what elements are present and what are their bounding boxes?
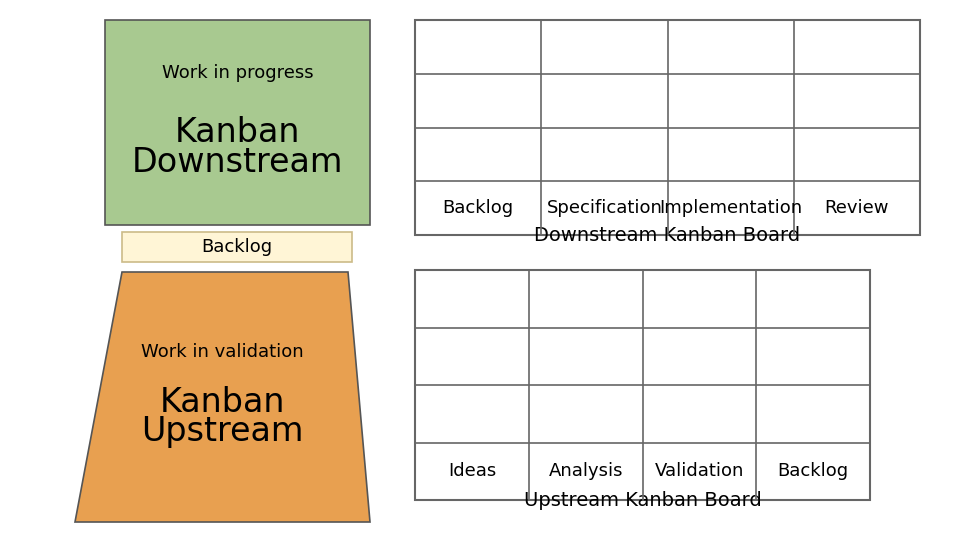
Text: Downstream: Downstream — [132, 146, 344, 179]
Text: Backlog: Backlog — [443, 199, 514, 217]
Text: Validation: Validation — [655, 462, 744, 480]
FancyBboxPatch shape — [105, 20, 370, 225]
Text: Ideas: Ideas — [447, 462, 496, 480]
Text: Upstream Kanban Board: Upstream Kanban Board — [523, 491, 761, 510]
Text: Backlog: Backlog — [202, 238, 273, 256]
FancyBboxPatch shape — [415, 20, 920, 235]
FancyBboxPatch shape — [415, 270, 870, 500]
Text: Kanban: Kanban — [175, 116, 300, 149]
Text: Implementation: Implementation — [660, 199, 803, 217]
Text: Upstream: Upstream — [141, 415, 303, 449]
Polygon shape — [75, 272, 370, 522]
FancyBboxPatch shape — [122, 232, 352, 262]
Text: Specification: Specification — [546, 199, 662, 217]
Text: Analysis: Analysis — [548, 462, 623, 480]
Text: Downstream Kanban Board: Downstream Kanban Board — [535, 226, 801, 245]
Text: Work in validation: Work in validation — [141, 343, 303, 361]
Text: Review: Review — [825, 199, 889, 217]
Text: Work in progress: Work in progress — [161, 64, 313, 82]
Text: Backlog: Backlog — [778, 462, 849, 480]
Text: Kanban: Kanban — [159, 386, 285, 418]
